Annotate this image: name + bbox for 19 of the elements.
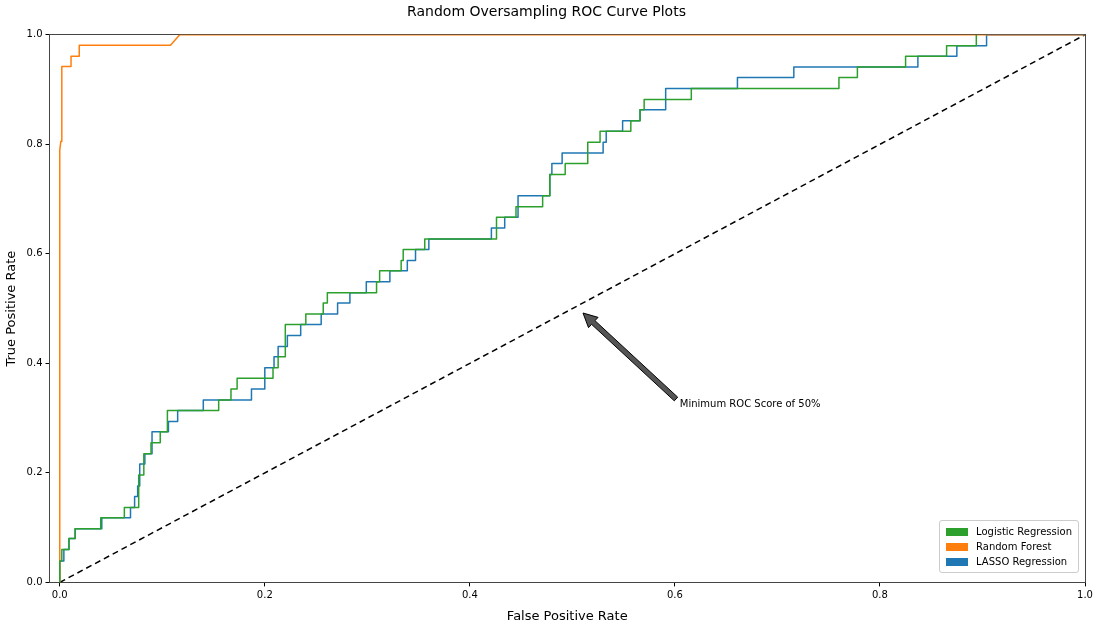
- x-axis-title: False Positive Rate: [506, 607, 628, 623]
- chart-title: Random Oversampling ROC Curve Plots: [407, 3, 686, 20]
- legend-label: Logistic Regression: [976, 526, 1072, 538]
- y-tick-label: 0.6: [26, 247, 43, 259]
- x-tick-label: 0.4: [461, 588, 478, 600]
- x-tick-label: 0.6: [666, 588, 683, 600]
- y-tick-label: 1.0: [26, 28, 43, 40]
- y-tick-label: 0.0: [26, 575, 43, 587]
- annotation: Minimum ROC Score of 50%: [679, 398, 821, 410]
- legend-label: LASSO Regression: [976, 556, 1068, 568]
- x-tick-label: 0.0: [51, 588, 68, 600]
- x-tick-label: 1.0: [1077, 588, 1093, 600]
- x-tick-label: 0.8: [872, 588, 888, 600]
- legend-label: Random Forest: [976, 541, 1052, 553]
- y-tick-label: 0.8: [26, 137, 43, 149]
- y-tick-label: 0.4: [26, 356, 43, 368]
- y-tick-label: 0.2: [26, 466, 43, 478]
- y-axis-title: True Positive Rate: [3, 250, 19, 368]
- x-tick-label: 0.2: [256, 588, 273, 600]
